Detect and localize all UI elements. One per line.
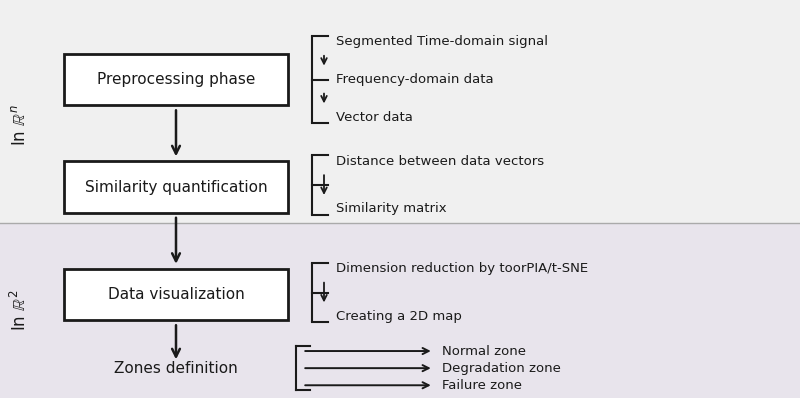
Text: Preprocessing phase: Preprocessing phase xyxy=(97,72,255,87)
Text: Degradation zone: Degradation zone xyxy=(442,362,561,375)
Text: Similarity matrix: Similarity matrix xyxy=(336,203,446,215)
Text: Distance between data vectors: Distance between data vectors xyxy=(336,155,544,168)
Text: Similarity quantification: Similarity quantification xyxy=(85,179,267,195)
Bar xyxy=(0,0,800,223)
Text: Frequency-domain data: Frequency-domain data xyxy=(336,73,494,86)
Text: Failure zone: Failure zone xyxy=(442,379,522,392)
Text: Creating a 2D map: Creating a 2D map xyxy=(336,310,462,323)
Bar xyxy=(64,54,288,105)
Text: Segmented Time-domain signal: Segmented Time-domain signal xyxy=(336,35,548,48)
Bar xyxy=(64,161,288,213)
Text: Vector data: Vector data xyxy=(336,111,413,124)
Bar xyxy=(0,223,800,398)
Text: Data visualization: Data visualization xyxy=(108,287,244,302)
Text: Normal zone: Normal zone xyxy=(442,345,526,357)
Bar xyxy=(64,269,288,320)
Text: In $\mathbb{R}^n$: In $\mathbb{R}^n$ xyxy=(11,105,29,146)
Text: In $\mathbb{R}^2$: In $\mathbb{R}^2$ xyxy=(10,290,30,331)
Text: Dimension reduction by toorPIA/t-SNE: Dimension reduction by toorPIA/t-SNE xyxy=(336,262,588,275)
Text: Zones definition: Zones definition xyxy=(114,361,238,376)
